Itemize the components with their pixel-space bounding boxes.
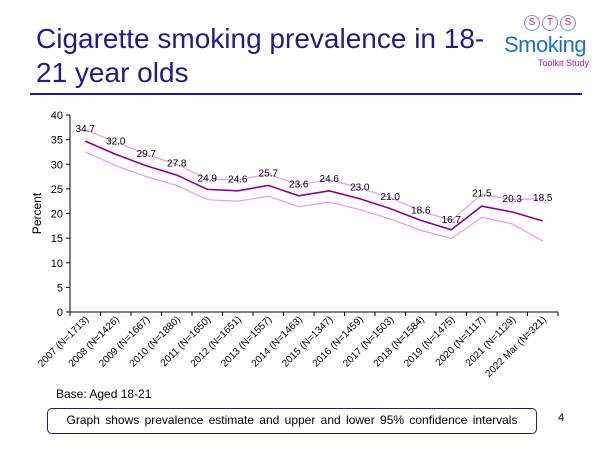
logo-letter: T [542, 15, 558, 31]
data-label: 24.6 [228, 174, 248, 185]
data-label: 32.0 [106, 136, 126, 147]
data-label: 25.7 [259, 168, 279, 179]
page-number: 4 [558, 412, 565, 424]
base-note: Base: Aged 18-21 [56, 387, 152, 401]
data-label: 18.5 [533, 193, 553, 204]
data-label: 27.8 [167, 159, 187, 170]
data-label: 29.7 [137, 149, 157, 160]
data-label: 24.9 [198, 173, 218, 184]
slide-title: Cigarette smoking prevalence in 18-21 ye… [36, 23, 485, 88]
y-tick-label: 40 [51, 110, 63, 122]
y-tick-label: 15 [51, 233, 63, 245]
lower-ci-line [85, 151, 544, 242]
y-tick-label: 35 [51, 135, 63, 147]
upper-ci-line [85, 129, 543, 222]
data-label: 21.0 [381, 192, 401, 203]
y-tick-label: 30 [51, 159, 63, 171]
data-label: 34.7 [76, 124, 96, 135]
data-label: 24.6 [320, 174, 340, 185]
footnote-box: Graph shows prevalence estimate and uppe… [47, 408, 537, 434]
logo-word: Smoking [504, 32, 587, 57]
title-divider [30, 93, 582, 95]
x-tick-label: 2007 (N=1713) [36, 314, 91, 369]
logo-letter: S [560, 15, 576, 31]
data-label: 16.7 [442, 215, 462, 226]
y-tick-label: 25 [51, 184, 63, 196]
data-label: 18.6 [411, 205, 431, 216]
data-label: 23.0 [350, 182, 370, 193]
data-label: 23.6 [289, 179, 309, 190]
y-axis-title: Percent [30, 192, 44, 234]
y-tick-label: 10 [51, 258, 63, 270]
y-tick-label: 5 [57, 282, 63, 294]
y-tick-label: 0 [57, 307, 63, 319]
logo-subtitle: Toolkit Study [538, 58, 590, 68]
logo-letter: S [524, 15, 540, 31]
data-label: 20.3 [503, 194, 523, 205]
estimate-line [84, 140, 543, 231]
y-tick-label: 20 [51, 209, 63, 221]
data-label: 21.5 [472, 189, 492, 200]
